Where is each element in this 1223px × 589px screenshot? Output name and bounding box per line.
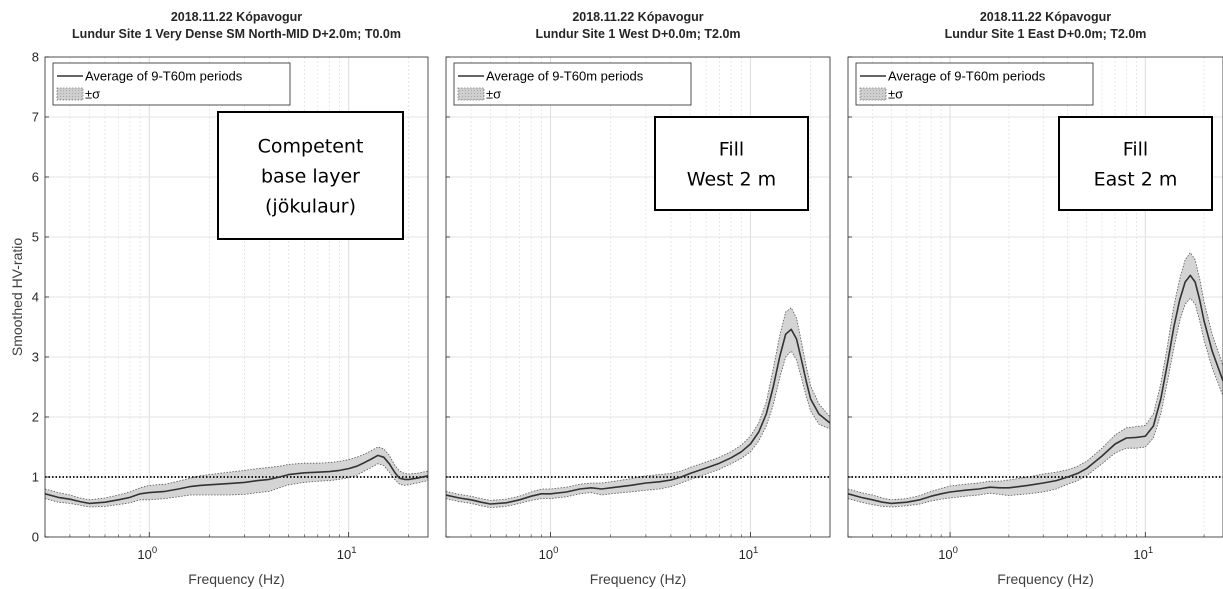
sigma-lower-edge	[446, 350, 830, 509]
legend-box	[855, 62, 1094, 106]
legend-box	[52, 62, 291, 106]
legend-box	[453, 62, 692, 106]
x-tick-base: 10	[539, 547, 553, 562]
annotation-line: East 2 m	[1094, 169, 1178, 191]
x-tick-label: 100	[539, 545, 559, 562]
x-tick-base: 10	[938, 547, 952, 562]
y-tick-label: 4	[32, 290, 39, 305]
panel-subtitle: Lundur Site 1 Very Dense SM North-MID D+…	[72, 27, 401, 41]
x-tick-base: 10	[337, 547, 351, 562]
legend: Average of 9-T60m periods ±σ	[453, 62, 692, 106]
y-tick-label: 1	[32, 470, 39, 485]
x-axis-label: Frequency (Hz)	[188, 571, 284, 587]
sigma-upper-edge	[848, 251, 1223, 501]
legend-entry-sigma: ±σ	[85, 87, 100, 102]
x-tick-exponent: 0	[953, 545, 958, 556]
sigma-upper-edge	[45, 446, 428, 501]
legend-entry-sigma: ±σ	[888, 87, 903, 102]
y-axis-label: Smoothed HV-ratio	[9, 238, 25, 356]
annotation-line: base layer	[261, 166, 360, 188]
panel-title: 2018.11.22 Kópavogur	[980, 10, 1111, 24]
legend-entry-average: Average of 9-T60m periods	[486, 69, 644, 84]
panel-title: 2018.11.22 Kópavogur	[572, 10, 703, 24]
annotation-line: West 2 m	[687, 169, 776, 191]
data-layer	[848, 251, 1223, 508]
sigma-lower-edge	[848, 297, 1223, 508]
x-tick-exponent: 1	[351, 545, 356, 556]
x-tick-label: 100	[137, 545, 157, 562]
x-tick-exponent: 1	[1148, 545, 1153, 556]
legend-band-swatch	[457, 87, 485, 101]
legend-band-swatch	[859, 87, 887, 101]
sigma-upper-edge	[446, 307, 830, 501]
x-tick-label: 101	[337, 545, 357, 562]
y-tick-label: 8	[32, 50, 39, 65]
annotation-line: (jökulaur)	[265, 196, 356, 218]
legend-entry-sigma: ±σ	[486, 87, 501, 102]
annotation-line: Fill	[719, 139, 744, 161]
y-tick-label: 0	[32, 530, 39, 545]
x-tick-exponent: 1	[753, 545, 758, 556]
sigma-band	[446, 307, 830, 508]
data-layer	[446, 307, 830, 509]
panel-subtitle: Lundur Site 1 West D+0.0m; T2.0m	[535, 27, 740, 41]
panel-subtitle: Lundur Site 1 East D+0.0m; T2.0m	[945, 27, 1147, 41]
legend-entry-average: Average of 9-T60m periods	[85, 69, 243, 84]
annotation-frame	[1058, 116, 1213, 211]
x-tick-exponent: 0	[553, 545, 558, 556]
y-tick-label: 6	[32, 170, 39, 185]
annotation-line: Fill	[1123, 139, 1148, 161]
y-tick-label: 2	[32, 410, 39, 425]
panel-title: 2018.11.22 Kópavogur	[171, 10, 302, 24]
annotation-box: Fill East 2 m	[1058, 116, 1213, 211]
annotation-box: Competent base layer (jökulaur)	[217, 111, 404, 240]
annotation-frame	[217, 111, 404, 240]
y-tick-label: 5	[32, 230, 39, 245]
annotation-frame	[654, 116, 809, 211]
x-tick-base: 10	[137, 547, 151, 562]
grid	[446, 57, 830, 537]
x-tick-label: 101	[1133, 545, 1153, 562]
data-layer	[45, 446, 428, 508]
average-line	[848, 274, 1223, 505]
y-tick-label: 7	[32, 110, 39, 125]
legend: Average of 9-T60m periods ±σ	[52, 62, 291, 106]
average-line	[45, 454, 428, 505]
sigma-lower-edge	[45, 463, 428, 508]
annotation-line: Competent	[258, 136, 364, 158]
x-tick-label: 100	[938, 545, 958, 562]
x-axis-label: Frequency (Hz)	[590, 571, 686, 587]
y-tick-label: 3	[32, 350, 39, 365]
x-tick-base: 10	[1133, 547, 1147, 562]
sigma-band	[45, 447, 428, 507]
sigma-band	[848, 252, 1223, 507]
annotation-box: Fill West 2 m	[654, 116, 809, 211]
x-axis-label: Frequency (Hz)	[997, 571, 1093, 587]
legend: Average of 9-T60m periods ±σ	[855, 62, 1094, 106]
legend-band-swatch	[56, 87, 84, 101]
average-line	[446, 328, 830, 505]
legend-entry-average: Average of 9-T60m periods	[888, 69, 1046, 84]
x-tick-label: 101	[739, 545, 759, 562]
x-tick-base: 10	[739, 547, 753, 562]
x-tick-exponent: 0	[152, 545, 157, 556]
